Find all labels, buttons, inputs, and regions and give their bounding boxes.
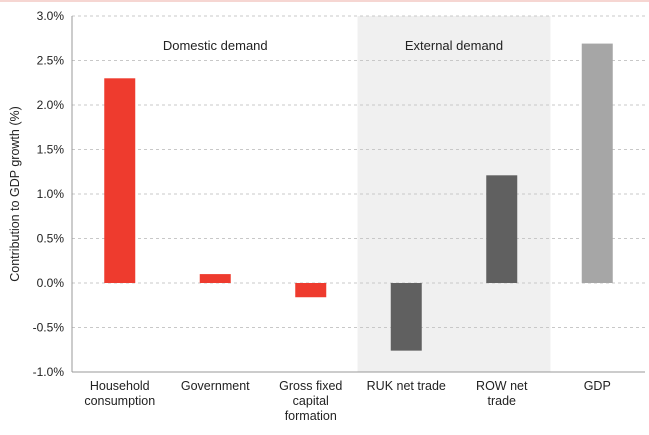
- domestic-demand-label: Domestic demand: [163, 38, 268, 53]
- category-label: RUK net trade: [367, 379, 446, 393]
- y-tick-label: 1.5%: [37, 143, 65, 157]
- y-tick-label: 0.0%: [37, 276, 65, 290]
- y-axis-title: Contribution to GDP growth (%): [8, 106, 22, 282]
- y-tick-label: 1.0%: [37, 187, 65, 201]
- bar: [486, 175, 518, 283]
- bar: [390, 283, 422, 351]
- bar: [295, 283, 327, 298]
- y-tick-label: -1.0%: [33, 365, 65, 379]
- y-tick-label: 0.5%: [37, 232, 65, 246]
- bars: [104, 43, 613, 351]
- bar: [199, 274, 231, 283]
- category-label: GDP: [584, 379, 611, 393]
- category-label: Government: [181, 379, 250, 393]
- y-tick-label: 3.0%: [37, 9, 65, 23]
- bar: [581, 43, 613, 284]
- y-tick-label: 2.0%: [37, 98, 65, 112]
- y-tick-label: 2.5%: [37, 54, 65, 68]
- top-border: [0, 0, 649, 2]
- external-demand-label: External demand: [405, 38, 503, 53]
- category-labels: Household consumption Government Gross fixe…: [84, 379, 610, 423]
- category-label: Household consumption: [84, 379, 155, 408]
- category-label: Gross fixed capital formation: [279, 379, 342, 423]
- bar: [104, 78, 136, 283]
- category-label: ROW net trade: [476, 379, 528, 408]
- y-tick-labels: -1.0% -0.5% 0.0% 0.5% 1.0% 1.5% 2.0% 2.5% 3.0%: [33, 9, 65, 379]
- y-tick-label: -0.5%: [33, 321, 65, 335]
